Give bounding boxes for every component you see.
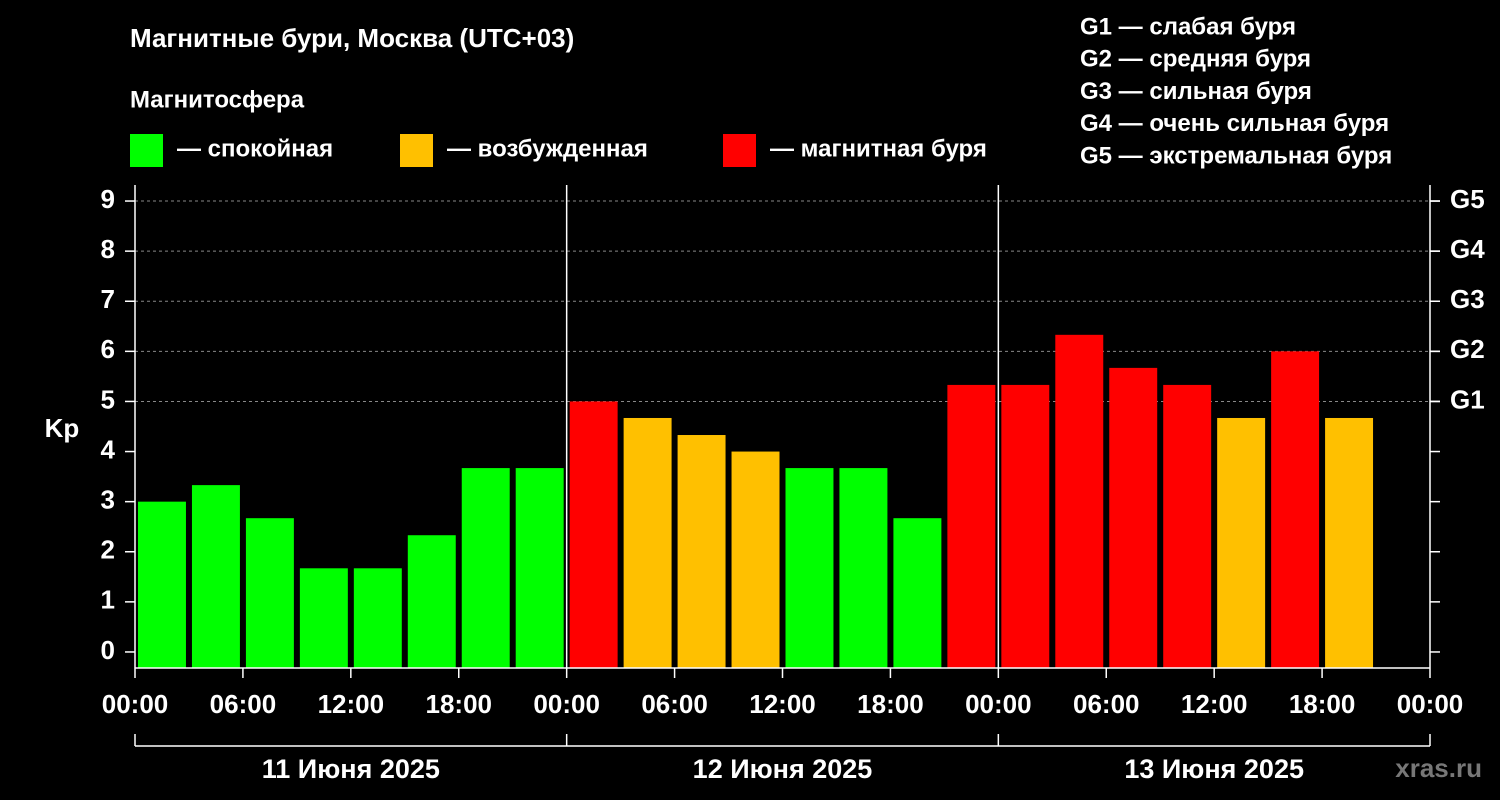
day-label: 13 Июня 2025 xyxy=(1124,754,1304,784)
y-tick-label: 0 xyxy=(101,635,115,665)
x-tick-label: 12:00 xyxy=(318,689,385,719)
bar xyxy=(947,384,996,668)
legend-swatch xyxy=(130,134,163,167)
bar xyxy=(569,401,618,668)
bar xyxy=(353,568,402,668)
chart-title: Магнитные бури, Москва (UTC+03) xyxy=(130,23,574,53)
bar xyxy=(893,518,942,668)
x-tick-label: 12:00 xyxy=(749,689,816,719)
legend-swatch xyxy=(723,134,756,167)
bar xyxy=(839,468,888,668)
y2-tick-label: G5 xyxy=(1450,184,1485,214)
legend-title: Магнитосфера xyxy=(130,86,305,113)
x-tick-label: 06:00 xyxy=(641,689,708,719)
g-scale-entry: G1 — слабая буря xyxy=(1080,13,1296,40)
y2-tick-label: G1 xyxy=(1450,384,1485,414)
x-tick-label: 00:00 xyxy=(965,689,1032,719)
y-tick-label: 6 xyxy=(101,334,115,364)
bar xyxy=(138,501,186,668)
bar xyxy=(677,435,726,668)
bar xyxy=(785,468,834,668)
bar xyxy=(245,518,294,668)
x-tick-label: 06:00 xyxy=(1073,689,1140,719)
legend-label: — возбужденная xyxy=(447,135,648,162)
watermark: xras.ru xyxy=(1395,753,1482,783)
x-tick-label: 00:00 xyxy=(533,689,600,719)
y2-tick-label: G2 xyxy=(1450,334,1485,364)
y2-tick-label: G4 xyxy=(1450,234,1485,264)
g-scale-entry: G5 — экстремальная буря xyxy=(1080,143,1392,170)
day-label: 11 Июня 2025 xyxy=(262,754,440,784)
bar xyxy=(1055,334,1104,668)
x-tick-label: 00:00 xyxy=(102,689,169,719)
bar xyxy=(731,451,780,668)
bar xyxy=(1271,351,1320,668)
legend-label: — спокойная xyxy=(177,135,333,162)
bar xyxy=(1001,384,1050,668)
x-tick-label: 18:00 xyxy=(426,689,493,719)
g-scale-entry: G2 — средняя буря xyxy=(1080,46,1311,73)
y-tick-label: 1 xyxy=(101,585,115,615)
x-tick-label: 00:00 xyxy=(1397,689,1464,719)
x-tick-label: 06:00 xyxy=(210,689,277,719)
day-label: 12 Июня 2025 xyxy=(693,754,873,784)
bar xyxy=(515,468,564,668)
y-tick-label: 7 xyxy=(101,284,115,314)
bar xyxy=(1325,417,1374,668)
y-tick-label: 3 xyxy=(101,485,115,515)
y-axis-label: Kp xyxy=(45,413,80,443)
legend-swatch xyxy=(400,134,433,167)
legend-label: — магнитная буря xyxy=(770,135,987,162)
bar xyxy=(299,568,348,668)
bar xyxy=(407,535,456,668)
y-tick-label: 4 xyxy=(101,434,116,464)
g-scale-entry: G4 — очень сильная буря xyxy=(1080,110,1389,137)
bar xyxy=(623,417,672,668)
bar xyxy=(191,485,240,668)
y2-tick-label: G3 xyxy=(1450,284,1485,314)
y-tick-label: 9 xyxy=(101,184,115,214)
bar xyxy=(1109,367,1158,668)
bar xyxy=(461,468,510,668)
y-tick-label: 2 xyxy=(101,535,115,565)
x-tick-label: 18:00 xyxy=(857,689,924,719)
bar xyxy=(1163,384,1212,668)
y-tick-label: 5 xyxy=(101,384,115,414)
g-scale-entry: G3 — сильная буря xyxy=(1080,78,1312,105)
x-tick-label: 18:00 xyxy=(1289,689,1356,719)
bar xyxy=(1217,417,1266,668)
x-tick-label: 12:00 xyxy=(1181,689,1248,719)
y-tick-label: 8 xyxy=(101,234,115,264)
